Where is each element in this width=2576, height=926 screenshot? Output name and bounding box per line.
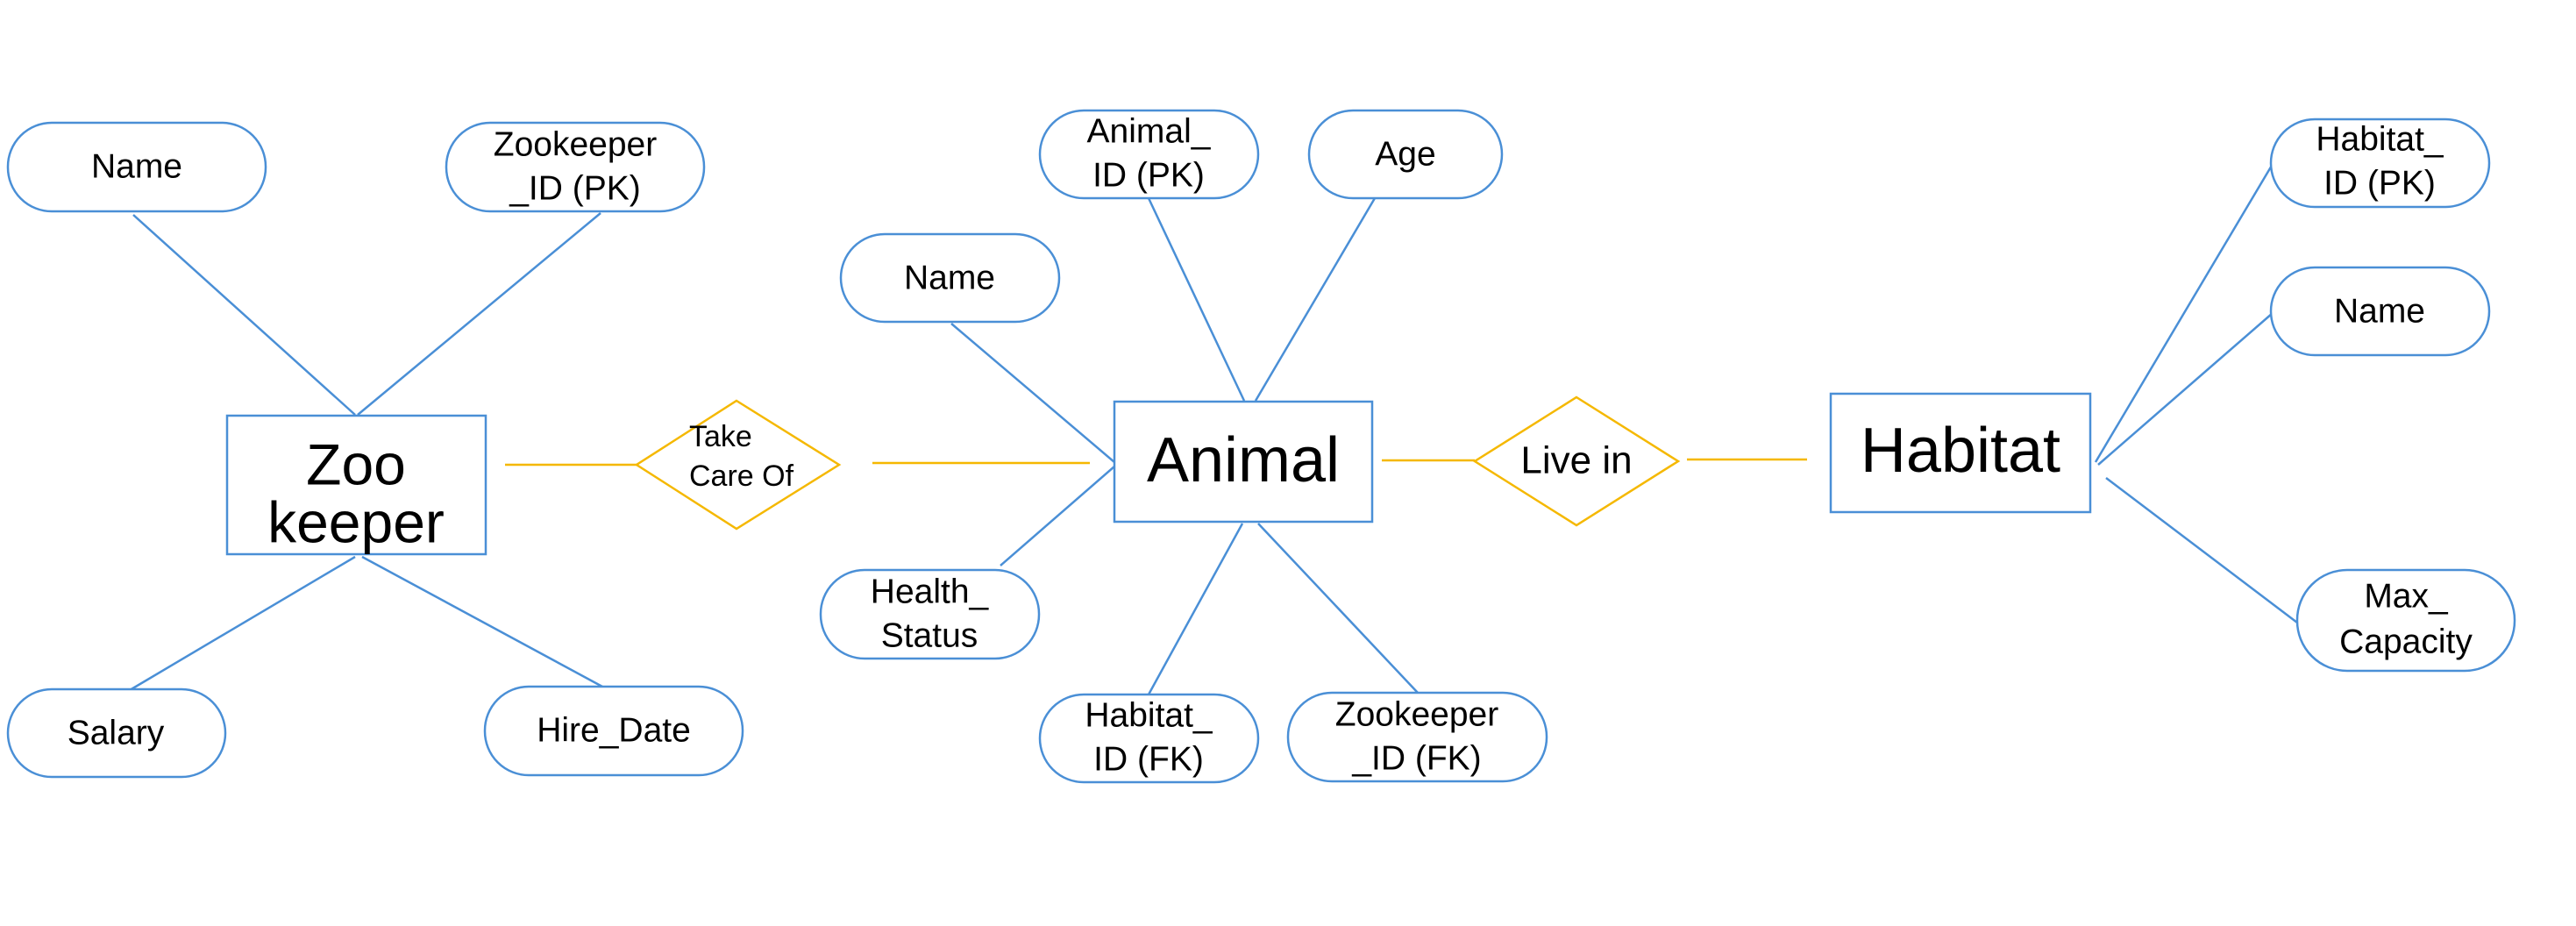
attribute-animal-zookeeper-id[interactable]: Zookeeper _ID (FK) xyxy=(1286,691,1548,783)
attribute-zookeeper-id[interactable]: Zookeeper _ID (PK) xyxy=(445,121,706,213)
relationship-take-care-of-line2: Care Of xyxy=(689,459,794,493)
connector-animal-zookeeper-id xyxy=(1257,523,1419,694)
entity-zookeeper-label-line2: keeper xyxy=(267,489,445,554)
attribute-habitat-id-line2: ID (PK) xyxy=(2323,164,2436,202)
entity-habitat[interactable]: Habitat xyxy=(1829,392,2092,514)
connector-animal-habitat-id xyxy=(1147,523,1244,695)
relationship-live-in-label: Live in xyxy=(1520,439,1632,482)
attribute-animal-health-status-line1: Health_ xyxy=(871,573,990,610)
entity-zookeeper[interactable]: Zoo keeper xyxy=(225,414,487,556)
attribute-animal-zookeeper-id-line1: Zookeeper xyxy=(1335,695,1498,733)
attribute-habitat-id[interactable]: Habitat_ ID (PK) xyxy=(2269,118,2491,209)
relationship-live-in[interactable]: Live in xyxy=(1472,395,1681,527)
connector-animal-health-status xyxy=(1000,466,1115,566)
attribute-habitat-name-line1: Name xyxy=(2334,292,2425,330)
relationship-connectors xyxy=(505,458,1807,467)
entity-zookeeper-label-line1: Zoo xyxy=(306,431,406,496)
attribute-animal-name-line1: Name xyxy=(904,259,995,296)
attribute-zookeeper-hire-date[interactable]: Hire_Date xyxy=(483,685,744,777)
attribute-zookeeper-id-line1: Zookeeper xyxy=(494,125,657,163)
attribute-animal-id-line2: ID (PK) xyxy=(1092,156,1205,194)
attribute-animal-zookeeper-id-line2: _ID (FK) xyxy=(1351,739,1481,777)
attribute-animal-health-status[interactable]: Health_ Status xyxy=(819,568,1041,660)
attribute-connectors xyxy=(129,163,2298,695)
attribute-zookeeper-salary-line1: Salary xyxy=(68,714,165,751)
connector-animal-id xyxy=(1147,197,1246,402)
attribute-animal-habitat-id[interactable]: Habitat_ ID (FK) xyxy=(1038,693,1260,784)
attribute-habitat-name[interactable]: Name xyxy=(2269,266,2491,357)
relationship-take-care-of[interactable]: Take Care Of xyxy=(634,399,842,531)
attribute-zookeeper-name[interactable]: Name xyxy=(6,121,267,213)
attribute-zookeeper-id-line2: _ID (PK) xyxy=(509,169,641,207)
attribute-animal-age[interactable]: Age xyxy=(1307,109,1504,200)
entity-habitat-label: Habitat xyxy=(1861,416,2060,486)
entity-animal-label: Animal xyxy=(1147,425,1340,495)
connector-animal-name xyxy=(950,323,1115,463)
connector-zookeeper-name xyxy=(132,214,356,416)
entity-animal[interactable]: Animal xyxy=(1113,400,1374,524)
attribute-zookeeper-salary[interactable]: Salary xyxy=(6,687,227,779)
attribute-animal-age-line1: Age xyxy=(1375,135,1435,173)
connector-zookeeper-id xyxy=(357,212,601,416)
connector-habitat-id xyxy=(2094,163,2274,463)
attribute-animal-health-status-line2: Status xyxy=(881,616,978,654)
relationship-take-care-of-line1: Take xyxy=(689,420,752,453)
attribute-animal-habitat-id-line1: Habitat_ xyxy=(1085,696,1213,734)
attribute-habitat-max-capacity-line2: Capacity xyxy=(2339,623,2473,660)
attribute-animal-name[interactable]: Name xyxy=(839,232,1061,324)
connector-zookeeper-hire-date xyxy=(361,555,603,688)
connector-animal-age xyxy=(1254,197,1377,402)
attribute-zookeeper-hire-date-line1: Hire_Date xyxy=(537,711,691,749)
attribute-animal-habitat-id-line2: ID (FK) xyxy=(1093,740,1204,778)
attribute-animal-id-line1: Animal_ xyxy=(1087,112,1212,150)
connector-zookeeper-salary xyxy=(129,555,356,692)
attribute-habitat-max-capacity-line1: Max_ xyxy=(2364,577,2449,615)
attribute-animal-id[interactable]: Animal_ ID (PK) xyxy=(1038,109,1260,200)
connector-habitat-name xyxy=(2097,312,2274,466)
attribute-zookeeper-name-line1: Name xyxy=(91,147,182,185)
attribute-habitat-id-line1: Habitat_ xyxy=(2316,120,2444,158)
connector-habitat-max-capacity xyxy=(2105,477,2298,623)
attribute-habitat-max-capacity[interactable]: Max_ Capacity xyxy=(2295,568,2516,673)
